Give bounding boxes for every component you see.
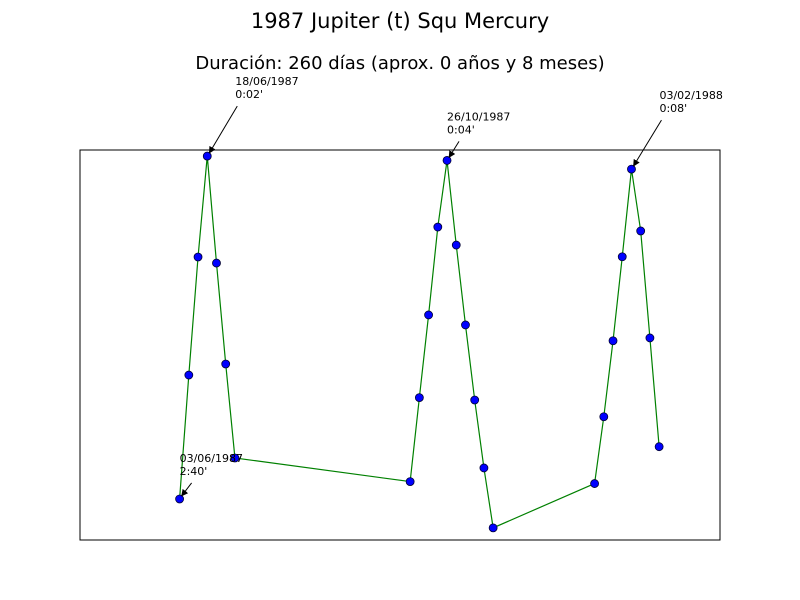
annotation-arrow <box>181 482 192 497</box>
data-point <box>424 310 433 320</box>
annotation-arrow <box>208 105 238 154</box>
chart-subtitle: Duración: 260 días (aprox. 0 años y 8 me… <box>195 53 604 74</box>
data-point <box>590 479 599 488</box>
data-point <box>608 336 618 346</box>
data-point <box>636 226 646 236</box>
data-point <box>405 477 415 487</box>
annotation-date: 18/06/1987 <box>235 75 298 88</box>
data-point <box>470 395 480 405</box>
data-point <box>221 359 231 369</box>
annotation-orb: 2:40' <box>180 465 208 478</box>
data-point <box>175 494 184 504</box>
annotation-arrow <box>448 141 460 159</box>
data-point <box>645 333 655 343</box>
plot-frame <box>79 149 721 541</box>
data-point <box>451 240 461 250</box>
data-point <box>627 164 636 174</box>
annotation-orb: 0:02' <box>235 88 263 101</box>
data-point <box>184 370 194 380</box>
data-point <box>414 393 424 403</box>
annotation-arrow <box>633 119 662 167</box>
data-point <box>212 258 221 268</box>
annotation-orb: 0:04' <box>447 123 475 136</box>
data-point <box>617 252 627 262</box>
annotation-date: 03/02/1988 <box>659 89 722 102</box>
data-point <box>433 222 443 232</box>
data-point <box>193 252 203 262</box>
annotation-date: 26/10/1987 <box>447 110 510 123</box>
data-point <box>654 442 664 452</box>
data-point <box>442 156 452 165</box>
data-point <box>461 320 470 330</box>
data-point <box>202 151 212 161</box>
data-point <box>230 453 240 463</box>
chart-title: 1987 Jupiter (t) Squ Mercury <box>251 9 549 33</box>
annotation-date: 03/06/1987 <box>180 452 243 465</box>
data-point <box>599 412 609 422</box>
annotation-orb: 0:08' <box>659 102 687 115</box>
data-point <box>479 463 489 473</box>
data-point <box>488 523 498 533</box>
